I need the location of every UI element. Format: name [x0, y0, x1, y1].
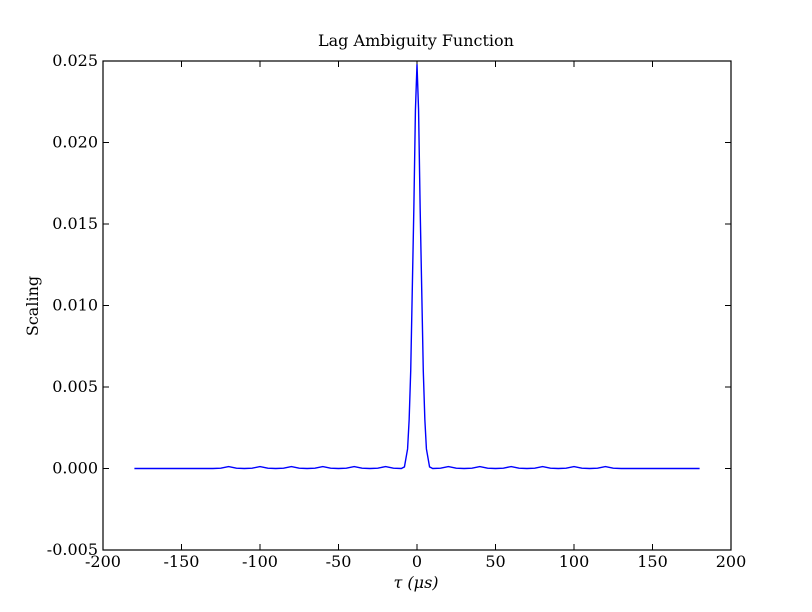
x-tick-label: 200 [716, 552, 747, 571]
series-layer [134, 64, 700, 470]
x-tick-label: 150 [637, 552, 668, 571]
y-tick-label: 0.005 [52, 377, 98, 396]
x-tick-label: 0 [412, 552, 422, 571]
y-tick-label: -0.005 [47, 540, 98, 559]
y-tick-label: 0.025 [52, 51, 98, 70]
y-tick-label: 0.010 [52, 296, 98, 315]
y-tick-label: 0.020 [52, 133, 98, 152]
x-tick-label: -50 [326, 552, 352, 571]
x-tick-label: -100 [242, 552, 278, 571]
series-line-0 [134, 64, 700, 470]
y-tick-label: 0.000 [52, 459, 98, 478]
y-tick-label: 0.015 [52, 214, 98, 233]
plot-frame [102, 60, 732, 551]
x-axis-label: τ (μs) [393, 573, 438, 592]
y-axis-label: Scaling [23, 276, 42, 336]
ticks-layer: -200 -150 -100 -50 0 50 100 150 200 -0.005 0.000 0.… [47, 51, 746, 571]
x-tick-label: 50 [485, 552, 505, 571]
x-tick-label: 100 [559, 552, 590, 571]
x-tick-label: -150 [164, 552, 200, 571]
x-tick-label: -200 [85, 552, 121, 571]
chart-title: Lag Ambiguity Function [318, 31, 514, 50]
